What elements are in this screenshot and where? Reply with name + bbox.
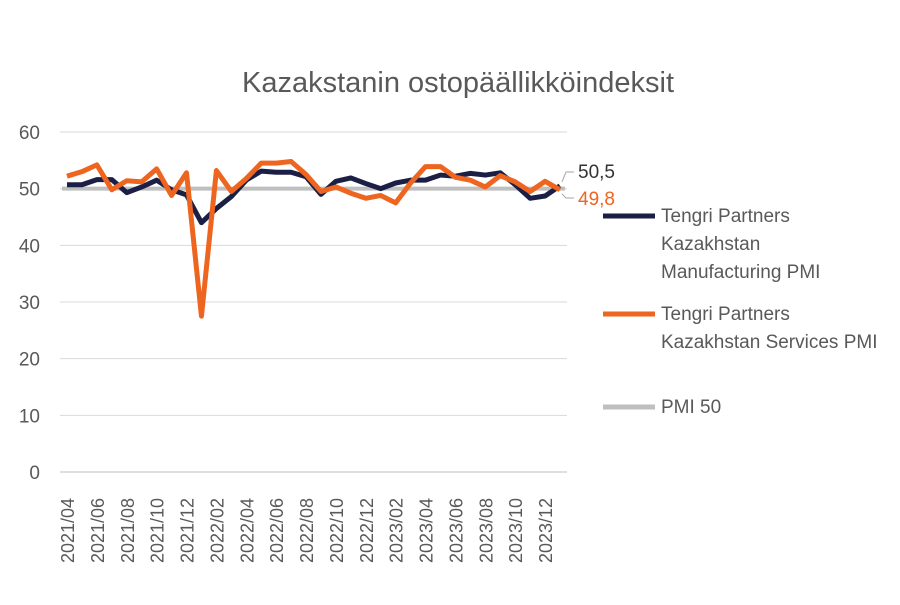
x-tick-label: 2023/02 [387,498,407,563]
y-tick-label: 0 [29,463,40,484]
x-tick-label: 2022/10 [327,498,347,563]
x-tick-label: 2023/06 [446,498,466,563]
y-tick-label: 50 [19,180,40,201]
x-tick-label: 2021/06 [88,498,108,563]
legend-label: Tengri Partners [661,304,790,325]
y-tick-label: 20 [19,350,40,371]
legend-label: Kazakhstan Services PMI [661,332,877,353]
x-tick-label: 2022/04 [237,498,257,563]
legend-label: Kazakhstan [661,234,760,255]
manufacturing-end-label: 50,5 [578,162,615,183]
x-tick-label: 2023/12 [536,498,556,563]
legend-label: Tengri Partners [661,206,790,227]
services-end-label: 49,8 [578,189,615,210]
legend-label: Manufacturing PMI [661,262,820,283]
y-tick-label: 40 [19,236,40,257]
x-tick-label: 2022/12 [357,498,377,563]
y-tick-label: 10 [19,406,40,427]
x-tick-label: 2022/06 [267,498,287,563]
y-tick-label: 30 [19,293,40,314]
x-tick-label: 2021/04 [58,498,78,563]
y-tick-label: 60 [19,123,40,144]
x-tick-label: 2021/08 [118,498,138,563]
legend-label: PMI 50 [661,397,721,418]
services-pmi-line [66,158,562,319]
x-tick-label: 2023/04 [417,498,437,563]
x-tick-label: 2022/02 [207,498,227,563]
chart-title: Kazakstanin ostopäällikköindeksit [242,67,674,99]
label-leader [561,193,574,199]
x-tick-label: 2021/12 [178,498,198,563]
label-leader [561,171,574,183]
x-tick-label: 2022/08 [297,498,317,563]
x-tick-label: 2023/08 [476,498,496,563]
x-tick-label: 2023/10 [506,498,526,563]
x-tick-label: 2021/10 [148,498,168,563]
manufacturing-pmi-line [67,168,562,226]
